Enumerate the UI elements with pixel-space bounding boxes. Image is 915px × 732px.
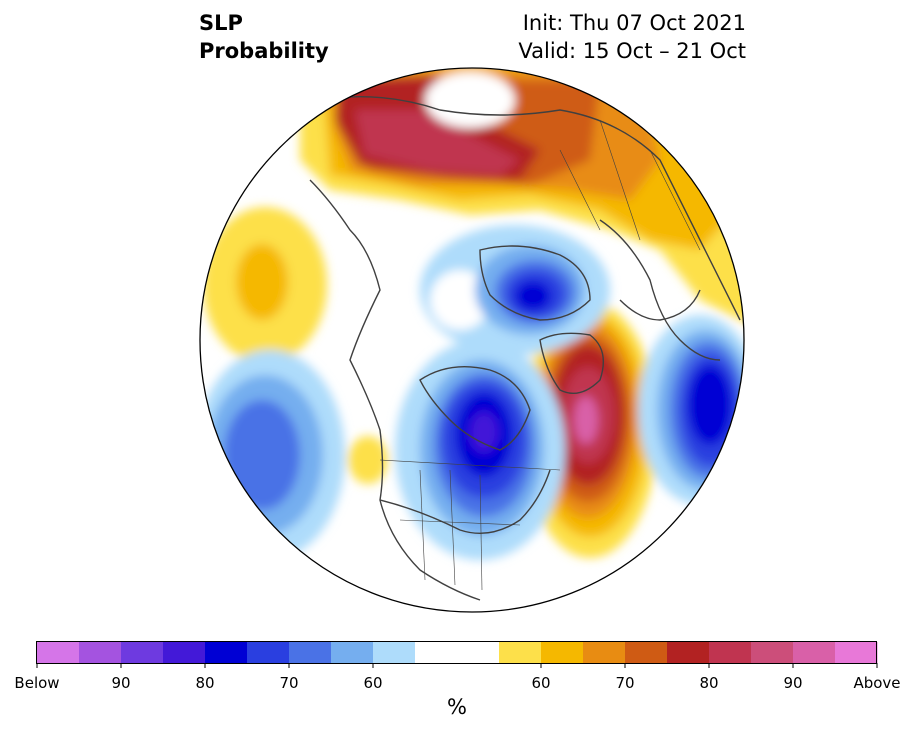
- colorbar-cell: [289, 642, 332, 663]
- init-date: Init: Thu 07 Oct 2021: [522, 11, 746, 35]
- colorbar-tick-label: 80: [699, 674, 719, 692]
- colorbar-cell: [625, 642, 668, 663]
- colorbar-cell: [499, 642, 542, 663]
- title-line-2: Probability: [199, 39, 329, 63]
- colorbar-cell: [37, 642, 80, 663]
- colorbar-cell: [163, 642, 206, 663]
- colorbar-tick-label: 80: [195, 674, 215, 692]
- colorbar-cell: [205, 642, 248, 663]
- colorbar: [36, 641, 878, 668]
- map-title: SLP Probability: [199, 9, 329, 65]
- colorbar-cell: [835, 642, 878, 663]
- colorbar-cell: [331, 642, 374, 663]
- colorbar-cell: [457, 642, 500, 663]
- colorbar-cell: [415, 642, 458, 663]
- colorbar-cell: [373, 642, 416, 663]
- title-line-1: SLP: [199, 11, 243, 35]
- colorbar-tick-label: 90: [783, 674, 803, 692]
- colorbar-cell: [247, 642, 290, 663]
- colorbar-tick-label: 60: [363, 674, 383, 692]
- colorbar-tick-label: 70: [279, 674, 299, 692]
- colorbar-tick-label: Above: [853, 674, 901, 692]
- colorbar-tick-label: 90: [111, 674, 131, 692]
- date-info: Init: Thu 07 Oct 2021 Valid: 15 Oct – 21…: [518, 9, 746, 65]
- colorbar-cell: [667, 642, 710, 663]
- colorbar-cell: [751, 642, 794, 663]
- colorbar-cell: [709, 642, 752, 663]
- colorbar-cell: [79, 642, 122, 663]
- colorbar-cell: [583, 642, 626, 663]
- valid-range: Valid: 15 Oct – 21 Oct: [518, 39, 746, 63]
- colorbar-tick-label: 70: [615, 674, 635, 692]
- coastlines: [309, 95, 741, 601]
- colorbar-cell: [793, 642, 836, 663]
- probability-field: [200, 68, 744, 612]
- polar-probability-map: [199, 67, 745, 613]
- colorbar-tick-label: 60: [531, 674, 551, 692]
- colorbar-unit: %: [447, 695, 467, 719]
- colorbar-tick-label: Below: [14, 674, 60, 692]
- colorbar-cell: [541, 642, 584, 663]
- borders: [379, 119, 701, 591]
- colorbar-cell: [121, 642, 164, 663]
- globe-outline: [199, 67, 745, 613]
